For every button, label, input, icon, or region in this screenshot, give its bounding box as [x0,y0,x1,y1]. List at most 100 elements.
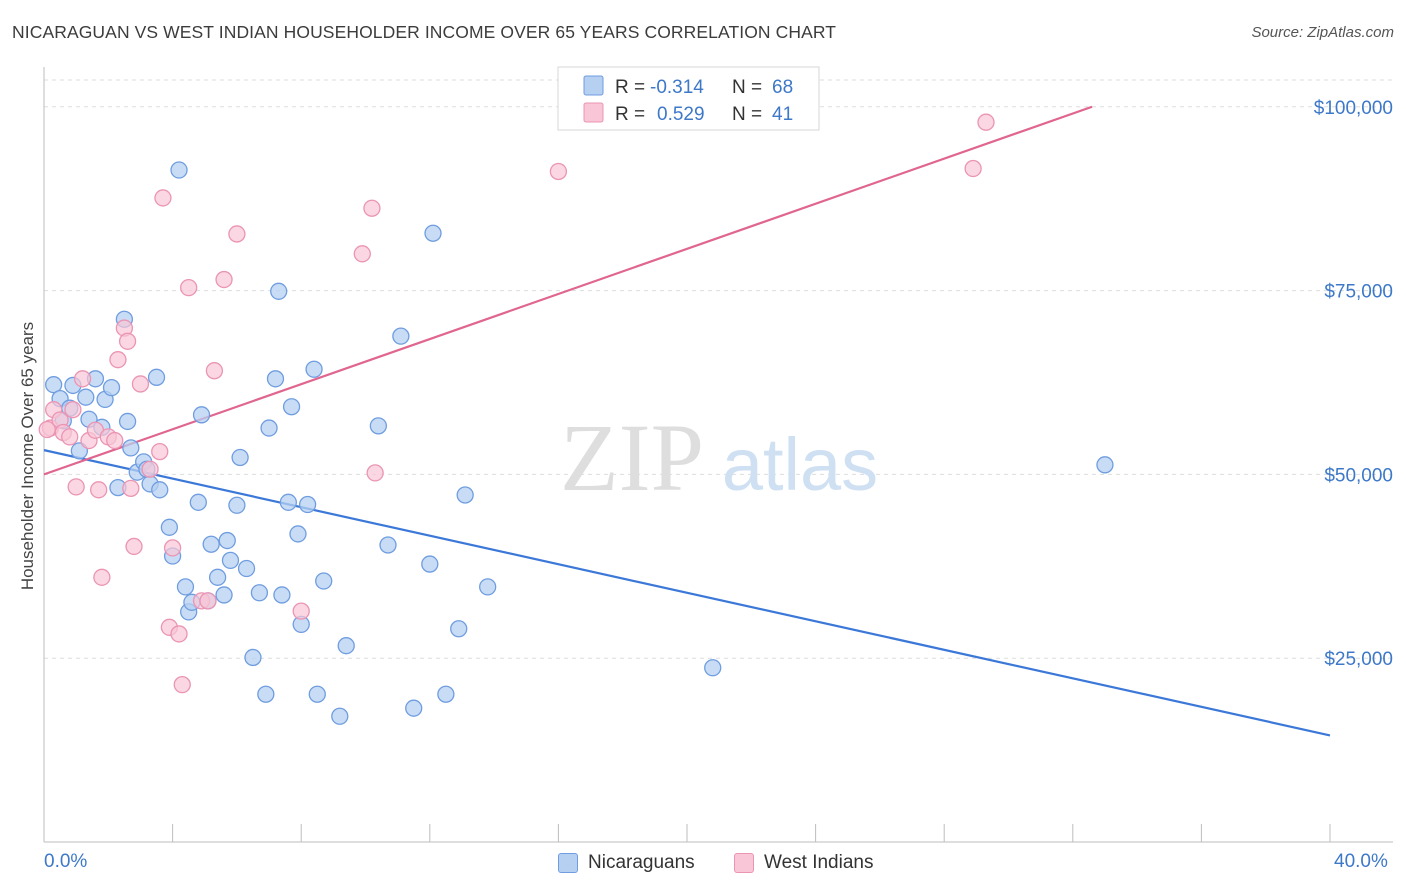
data-point-west-indians [90,481,108,499]
data-point-west-indians [151,442,169,461]
legend-item-west-indians: West Indians [734,852,873,874]
data-point-nicaraguans [456,486,474,504]
data-point-nicaraguans [289,525,307,543]
source-label: Source: ZipAtlas.com [1251,24,1394,41]
data-point-west-indians [205,362,224,380]
data-point-nicaraguans [424,224,442,242]
data-point-west-indians [141,460,159,478]
data-point-west-indians [163,539,182,557]
data-point-nicaraguans [331,707,349,725]
data-point-nicaraguans [170,161,188,179]
data-point-west-indians [964,159,982,178]
data-point-west-indians [122,479,140,498]
data-point-nicaraguans [308,685,326,703]
data-point-west-indians [93,568,111,586]
legend-n-value: 41 [772,104,793,125]
data-point-nicaraguans [189,493,207,511]
legend-swatch-west-indians [734,853,754,873]
y-tick-label: $25,000 [1324,649,1393,670]
legend-n-label: N = [732,104,762,125]
y-tick-labels: $25,000 $50,000 $75,000 $100,000 [1314,98,1393,670]
data-point-nicaraguans [260,419,278,437]
data-point-nicaraguans [257,685,275,703]
data-point-nicaraguans [215,586,233,604]
data-point-nicaraguans [279,493,297,511]
data-point-nicaraguans [315,572,333,590]
data-point-nicaraguans [237,559,256,578]
legend-label-nicaraguans: Nicaraguans [588,852,695,873]
legend-n-value: 68 [772,77,793,98]
data-point-nicaraguans [122,439,140,457]
watermark-zip: ZIP [560,404,704,511]
data-point-west-indians [199,592,217,610]
legend-swatch-blue [583,75,604,96]
legend-r-value: 0.529 [657,104,705,125]
legend-n-label: N = [732,77,762,98]
data-point-nicaraguans [77,388,95,406]
data-point-west-indians [366,464,384,482]
data-point-nicaraguans [160,518,179,536]
data-point-nicaraguans [450,620,468,638]
data-point-west-indians [363,199,381,217]
data-point-nicaraguans [305,360,323,378]
data-point-nicaraguans [151,481,169,499]
data-point-west-indians [125,537,143,556]
legend-r-label: R = [615,77,645,98]
trend-lines [43,105,1331,737]
data-point-west-indians [67,478,85,496]
series-nicaraguans [44,161,1114,725]
data-point-nicaraguans [221,551,240,570]
legend-r-label: R = [615,104,645,125]
data-point-west-indians [215,270,233,289]
data-point-nicaraguans [421,555,439,573]
data-point-nicaraguans [270,282,288,300]
data-point-west-indians [131,375,150,393]
data-point-west-indians [61,428,79,446]
data-point-nicaraguans [118,412,137,431]
legend-swatch-nicaraguans [558,853,578,873]
data-point-nicaraguans [437,685,455,703]
data-point-nicaraguans [218,531,236,550]
data-point-nicaraguans [273,586,291,604]
data-point-west-indians [977,113,995,131]
data-point-west-indians [106,431,124,450]
legend-item-nicaraguans: Nicaraguans [558,852,695,874]
data-point-west-indians [109,351,127,369]
data-point-west-indians [170,625,188,643]
y-tick-label: $100,000 [1314,98,1393,119]
data-point-nicaraguans [298,495,317,514]
data-point-nicaraguans [704,659,722,677]
data-point-west-indians [118,332,137,350]
data-point-nicaraguans [479,578,497,596]
data-point-nicaraguans [392,327,410,345]
x-tick-label-min: 0.0% [44,851,88,872]
data-point-west-indians [64,401,82,419]
series-legend: Nicaraguans West Indians [0,852,1406,876]
y-tick-label: $50,000 [1324,465,1393,486]
legend-label-west-indians: West Indians [764,852,874,873]
data-point-nicaraguans [44,376,63,394]
legend-swatch-pink [583,102,604,123]
data-point-nicaraguans [379,536,397,554]
data-point-west-indians [292,602,310,620]
data-point-nicaraguans [176,578,195,596]
watermark-atlas: atlas [722,423,878,506]
data-point-nicaraguans [231,448,249,467]
y-tick-label: $75,000 [1324,282,1393,303]
data-point-west-indians [38,420,56,439]
data-point-nicaraguans [147,368,166,386]
data-point-nicaraguans [102,378,121,397]
data-point-nicaraguans [282,398,301,416]
data-point-nicaraguans [228,496,246,514]
data-point-west-indians [173,676,191,694]
data-point-west-indians [73,370,92,388]
data-point-west-indians [353,245,371,263]
legend-r-value: -0.314 [650,77,704,98]
data-point-nicaraguans [250,584,269,602]
watermark: ZIP atlas [560,404,878,511]
data-point-nicaraguans [405,699,423,717]
data-point-nicaraguans [202,535,220,553]
data-point-nicaraguans [208,568,227,586]
axes [43,67,1393,843]
